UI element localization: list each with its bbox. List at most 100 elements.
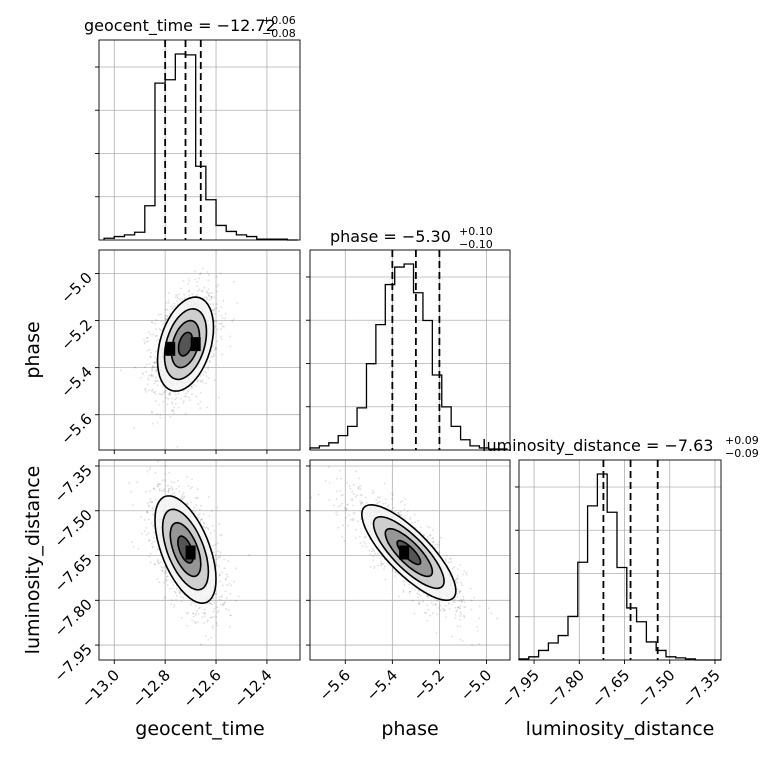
sample-point: [436, 546, 439, 548]
sample-point: [151, 321, 154, 324]
sample-point: [184, 297, 186, 300]
sample-point: [198, 288, 201, 291]
sample-point: [345, 508, 348, 511]
sample-point: [342, 524, 344, 527]
sample-point: [132, 545, 135, 548]
sample-point: [211, 509, 213, 512]
sample-point: [155, 340, 158, 342]
sample-point: [163, 488, 166, 491]
sample-point: [434, 603, 437, 606]
sample-point: [213, 607, 216, 610]
sample-point: [427, 595, 430, 598]
sample-point: [439, 604, 442, 607]
sample-point: [163, 596, 166, 598]
sample-point: [192, 612, 195, 615]
sample-point: [430, 601, 433, 604]
sample-point: [214, 347, 217, 350]
sample-point: [470, 599, 473, 602]
sample-point: [384, 502, 387, 505]
sample-point: [324, 479, 327, 482]
sample-point: [146, 510, 149, 513]
sample-point: [173, 406, 175, 408]
sample-point: [354, 537, 357, 539]
sample-point: [169, 391, 172, 394]
ylabel-phase: phase: [22, 321, 44, 378]
sample-point: [460, 613, 463, 616]
sample-point: [154, 322, 157, 325]
sample-point: [153, 362, 156, 364]
sample-point: [151, 388, 154, 391]
sample-point: [349, 487, 352, 490]
sample-point: [364, 542, 367, 545]
sample-point: [207, 279, 210, 282]
sample-point: [193, 620, 196, 623]
sample-point: [359, 494, 362, 496]
sample-point: [176, 297, 179, 300]
sample-point: [132, 427, 135, 429]
sample-point: [209, 361, 211, 364]
sample-point: [197, 516, 200, 519]
sample-point: [172, 581, 175, 584]
sample-point: [399, 510, 402, 513]
sample-point: [193, 506, 196, 509]
sample-point: [409, 516, 411, 519]
sample-point: [220, 322, 223, 325]
sample-point: [461, 640, 464, 642]
sample-point: [194, 496, 197, 499]
sample-point: [413, 513, 416, 516]
sample-point: [217, 556, 220, 559]
sample-point: [180, 616, 183, 619]
sample-point: [387, 504, 390, 507]
sample-point: [204, 612, 207, 615]
ylabel-luminosity-distance: luminosity_distance: [22, 466, 44, 655]
sample-point: [336, 513, 339, 516]
sample-point: [159, 416, 162, 419]
sample-point: [213, 319, 216, 322]
sample-point: [203, 296, 206, 298]
sample-point: [487, 607, 490, 610]
sample-point: [142, 373, 145, 376]
sample-point: [207, 365, 210, 368]
sample-point: [360, 501, 363, 504]
sample-point: [165, 575, 168, 578]
sample-point: [462, 598, 465, 601]
sample-point: [149, 552, 152, 555]
sample-point: [215, 615, 217, 618]
sample-point: [207, 638, 210, 641]
sample-point: [229, 345, 232, 348]
sample-point: [154, 350, 157, 353]
sample-point: [337, 505, 340, 508]
sample-point: [172, 409, 175, 411]
sample-point: [178, 485, 180, 488]
sample-point: [220, 338, 223, 341]
sample-point: [194, 278, 197, 281]
sample-point: [132, 455, 134, 457]
sample-point: [215, 347, 218, 350]
sample-point: [434, 543, 437, 546]
sample-point: [165, 389, 167, 392]
sample-point: [189, 399, 191, 402]
sample-point: [140, 376, 142, 379]
sample-point: [431, 537, 434, 540]
xtick-label-phase-0: −5.6: [316, 666, 354, 704]
sample-point: [162, 393, 164, 396]
histogram-geocent_time: [103, 53, 298, 241]
sample-point: [207, 528, 210, 531]
sample-point: [196, 285, 198, 287]
contour-geocent_time-vs-luminosity_distance-0: [154, 495, 217, 605]
sample-point: [223, 601, 226, 604]
sample-point: [417, 589, 420, 592]
sample-point: [219, 551, 222, 554]
sample-point: [205, 298, 208, 301]
sample-point: [463, 601, 466, 604]
sample-point: [218, 396, 220, 399]
sample-point: [214, 543, 217, 546]
sample-point: [469, 587, 472, 590]
sample-point: [161, 569, 164, 572]
sample-point: [198, 508, 201, 511]
title-geocent-time-minus: −0.08: [262, 27, 296, 40]
sample-point: [180, 497, 183, 500]
sample-point: [136, 481, 138, 484]
sample-point: [146, 349, 149, 352]
sample-point: [199, 519, 202, 522]
